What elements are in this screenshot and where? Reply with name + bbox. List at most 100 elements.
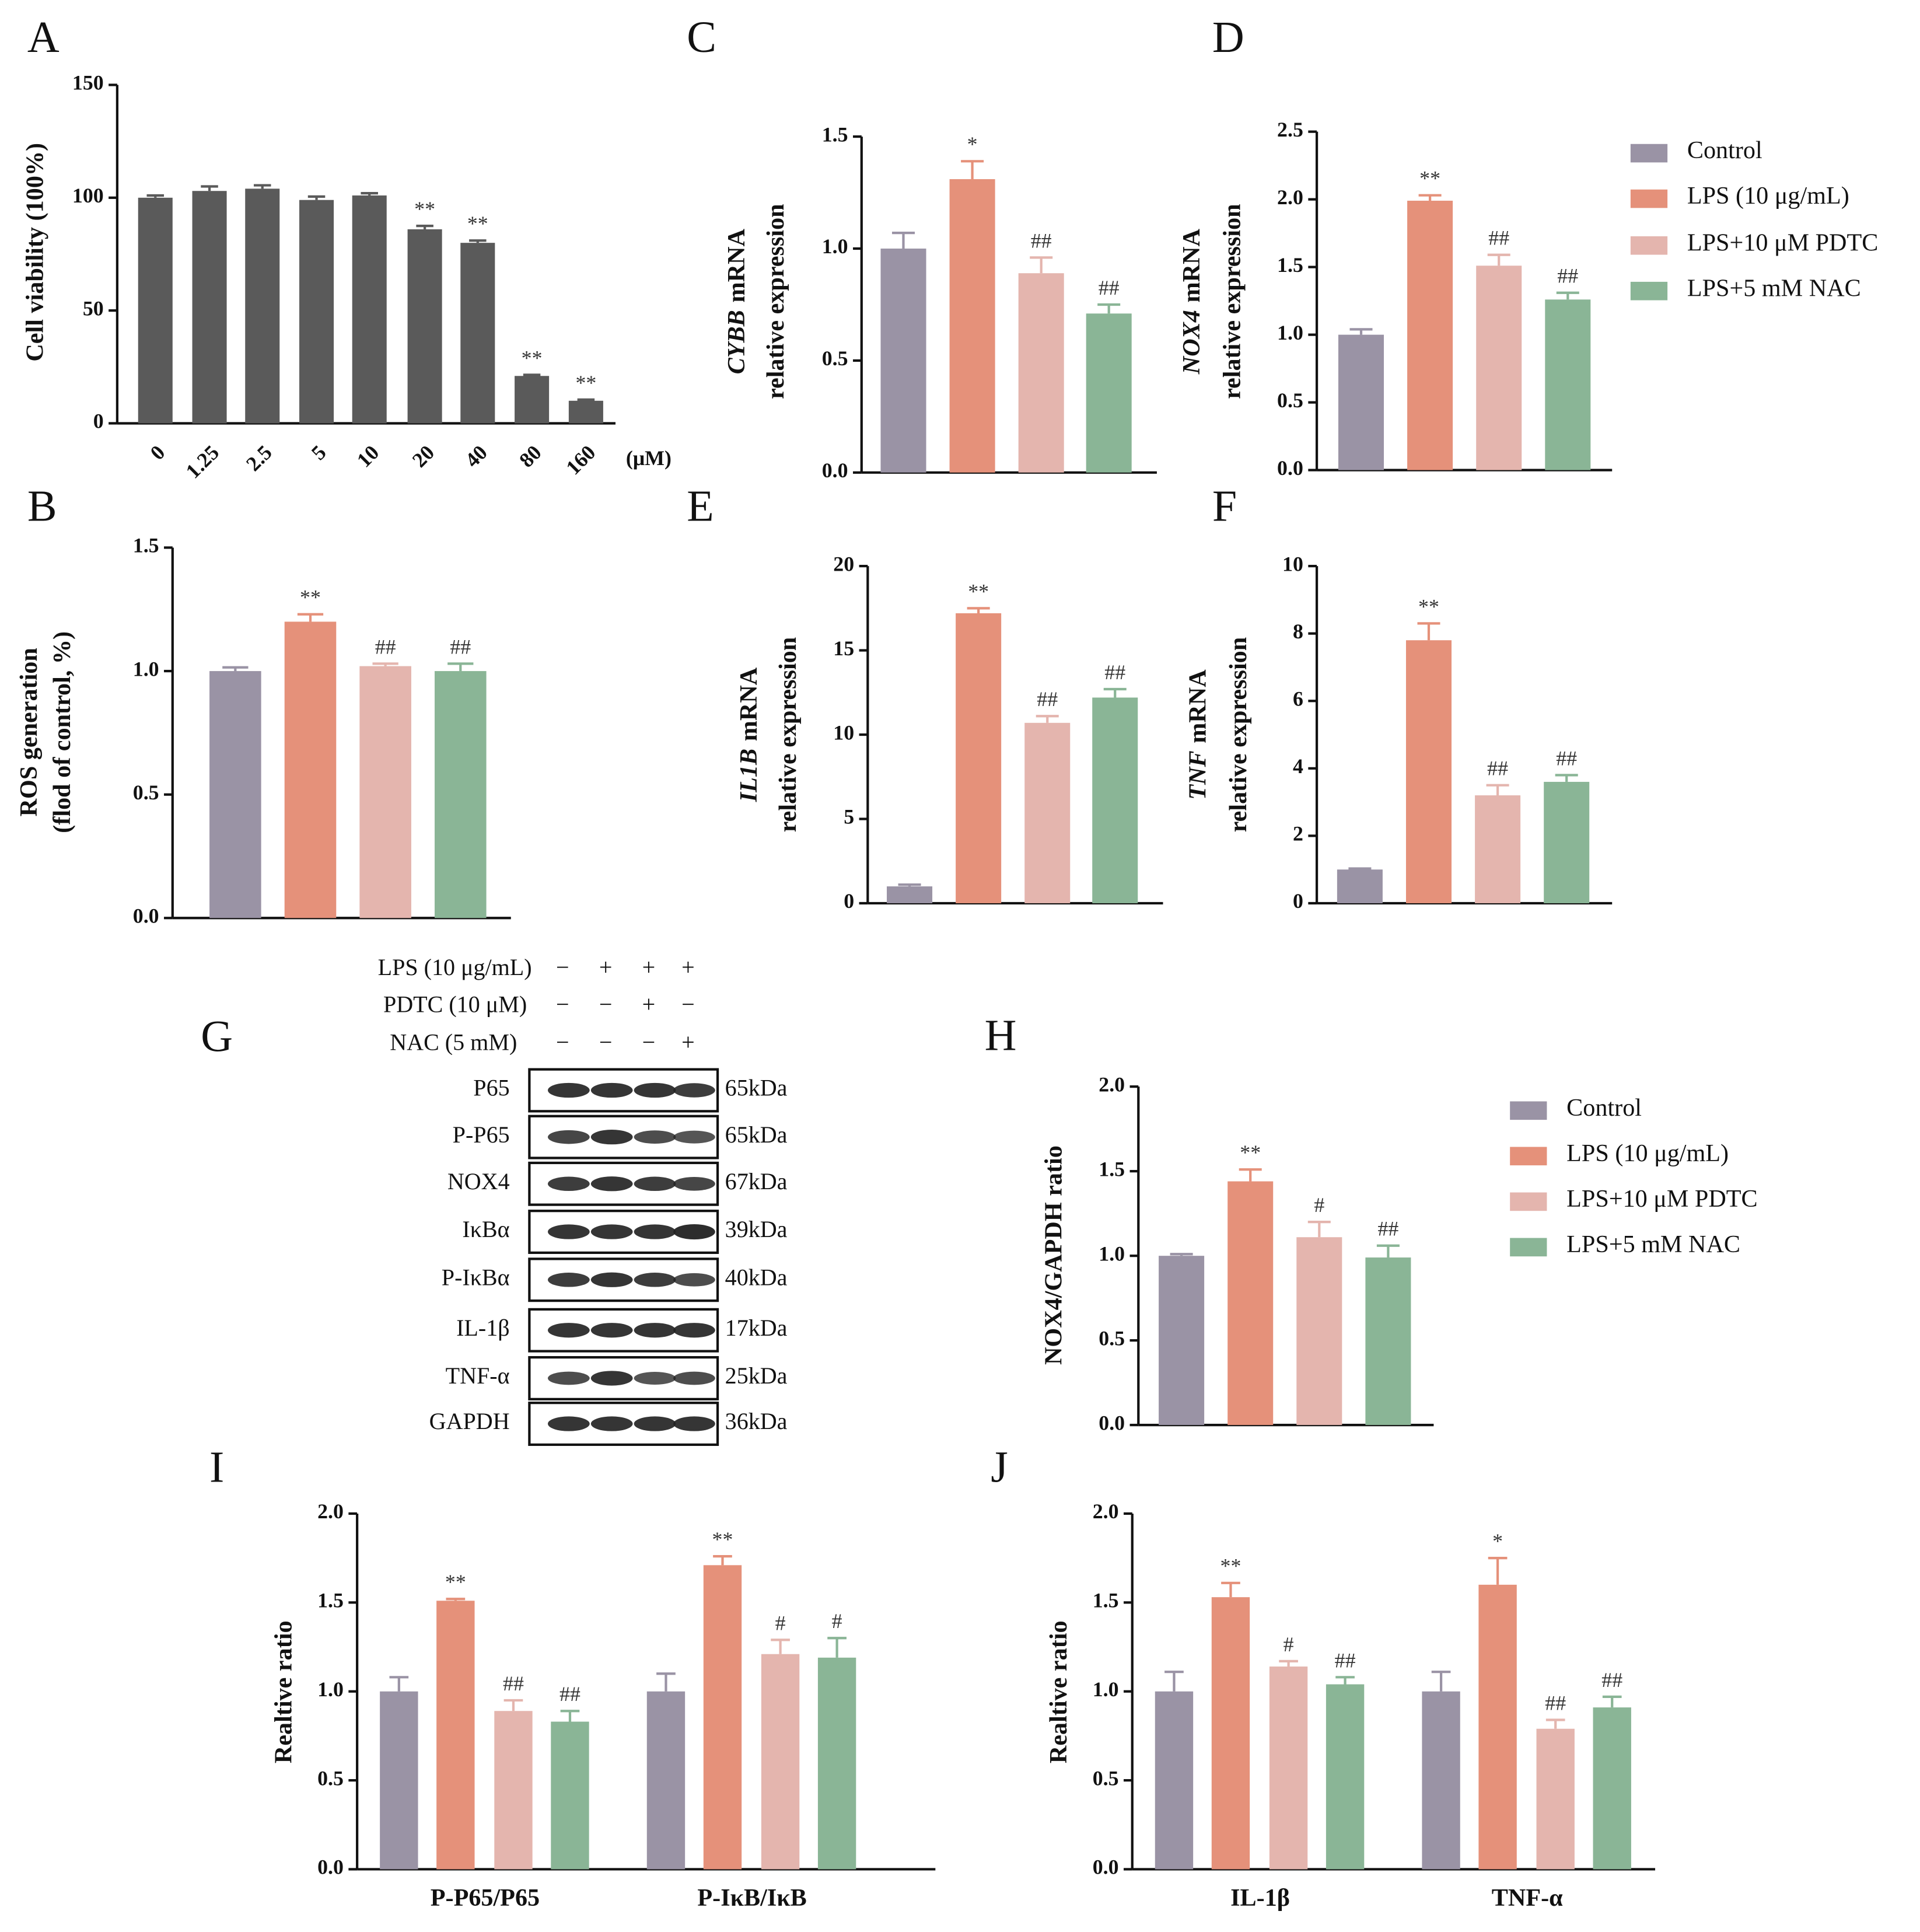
x-category-label: P-P65/P65 (431, 1884, 540, 1912)
bar (1407, 200, 1453, 470)
treatment-label: PDTC (10 μM) (383, 991, 527, 1017)
significance-label: ** (1220, 1554, 1241, 1578)
y-tick-label: 2 (1293, 822, 1303, 846)
blot-band (634, 1176, 676, 1192)
significance-label: ** (522, 346, 543, 369)
legend-label: LPS+10 μM PDTC (1687, 229, 1879, 256)
y-tick-label: 15 (833, 637, 854, 660)
bar (1476, 265, 1522, 470)
y-axis-label: NOX4/GAPDH ratio (1040, 1145, 1068, 1365)
y-tick-label: 2.0 (1099, 1072, 1125, 1096)
y-axis-label: relative expression (762, 204, 789, 399)
bar (551, 1721, 589, 1870)
x-tick-label: 160 (561, 441, 600, 479)
y-tick-label: 1.5 (1277, 253, 1303, 277)
bar (1227, 1181, 1274, 1426)
y-tick-label: 100 (72, 184, 104, 207)
significance-label: ## (450, 635, 471, 658)
x-tick-label: 0 (145, 441, 169, 464)
significance-label: ** (575, 371, 596, 394)
y-tick-label: 0.0 (1093, 1856, 1119, 1879)
y-tick-label: 6 (1293, 687, 1303, 710)
blot-band (673, 1224, 715, 1240)
treatment-label: LPS (10 μg/mL) (378, 954, 532, 980)
protein-label: P65 (473, 1075, 509, 1101)
legend-swatch (1510, 1147, 1547, 1166)
bar (1018, 273, 1064, 473)
x-category-label: TNF-α (1492, 1884, 1563, 1912)
bar (1422, 1691, 1460, 1870)
bar (1211, 1597, 1250, 1870)
bar (515, 376, 550, 424)
bar (380, 1691, 418, 1870)
significance-label: ## (1557, 264, 1578, 288)
protein-size: 40kDa (725, 1264, 788, 1290)
significance-label: ## (1104, 661, 1125, 684)
bar (1326, 1684, 1365, 1870)
y-tick-label: 5 (844, 805, 854, 829)
y-tick-label: 1.5 (822, 123, 848, 146)
bar (299, 200, 334, 424)
y-tick-label: 0.0 (133, 904, 159, 927)
panel-label: H (985, 1011, 1017, 1060)
bar (956, 613, 1002, 903)
legend-swatch (1510, 1101, 1547, 1120)
blot-band (590, 1224, 633, 1239)
treatment-sign: + (599, 954, 613, 980)
bar (1155, 1691, 1194, 1870)
y-tick-label: 1.5 (317, 1589, 344, 1612)
legend-label: Control (1687, 137, 1762, 164)
significance-label: * (1492, 1529, 1503, 1553)
bar (192, 191, 227, 424)
significance-label: ## (1556, 746, 1577, 770)
y-tick-label: 1.0 (1093, 1678, 1119, 1701)
x-tick-label: 40 (460, 441, 492, 472)
significance-label: # (1284, 1633, 1294, 1656)
treatment-sign: − (599, 1029, 613, 1056)
x-tick-label: 20 (408, 441, 439, 472)
bar (1296, 1237, 1342, 1426)
significance-label: ** (1240, 1141, 1261, 1164)
significance-label: ## (1031, 229, 1052, 252)
blot-band (590, 1129, 633, 1145)
panel-label: B (27, 482, 57, 531)
treatment-sign: − (556, 954, 569, 980)
legend-swatch (1630, 281, 1668, 301)
legend-label: Control (1566, 1094, 1642, 1122)
y-tick-label: 0.5 (1099, 1326, 1125, 1350)
protein-size: 65kDa (725, 1122, 788, 1148)
blot-band (634, 1130, 676, 1144)
bar (1545, 299, 1591, 470)
blot-band (548, 1130, 590, 1144)
protein-label: IL-1β (456, 1315, 510, 1341)
blot-band (673, 1371, 715, 1385)
significance-label: ** (712, 1528, 733, 1551)
y-tick-label: 8 (1293, 620, 1303, 643)
blot-band (634, 1416, 676, 1431)
y-tick-label: 4 (1293, 754, 1303, 778)
y-axis-label-gene: NOX4 (1178, 310, 1205, 375)
y-axis-label-text: mRNA (1184, 669, 1211, 743)
blot-band (590, 1176, 633, 1192)
protein-label: P-IκBα (442, 1264, 510, 1290)
y-axis-label-gene: CYBB (723, 310, 750, 374)
blot-band (673, 1273, 715, 1287)
bar (209, 671, 261, 918)
bar (1269, 1667, 1308, 1870)
bar (568, 400, 603, 424)
blot-band (590, 1371, 633, 1386)
protein-size: 17kDa (725, 1315, 788, 1341)
bar (1159, 1256, 1205, 1426)
blot-band (548, 1371, 590, 1385)
bar (494, 1711, 533, 1870)
bar (703, 1565, 742, 1870)
bar (407, 229, 442, 424)
protein-label: NOX4 (447, 1168, 510, 1194)
blot-band (634, 1224, 676, 1239)
y-tick-label: 2.5 (1277, 118, 1303, 141)
legend-swatch (1630, 236, 1668, 255)
y-tick-label: 2.0 (1093, 1500, 1119, 1523)
bar (1337, 869, 1383, 903)
y-axis-label-gene: IL1B (735, 749, 763, 802)
x-tick-label: 10 (352, 441, 384, 472)
